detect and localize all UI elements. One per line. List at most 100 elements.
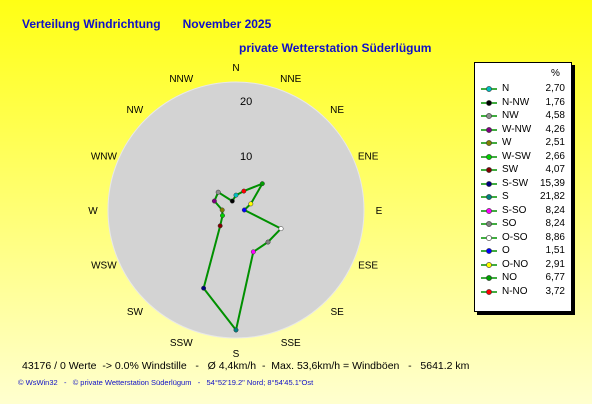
direction-label: NE bbox=[330, 105, 344, 116]
station-subtitle: private Wetterstation Süderlügum bbox=[239, 41, 432, 55]
legend-item: S-SO 8,24 bbox=[475, 205, 571, 217]
direction-label: SW bbox=[127, 307, 144, 318]
legend-marker-icon bbox=[481, 207, 497, 214]
direction-label: SSE bbox=[281, 338, 301, 349]
direction-label: ENE bbox=[358, 151, 379, 162]
chart-title-text: Verteilung Windrichtung bbox=[22, 17, 161, 31]
legend-marker-icon bbox=[481, 180, 497, 187]
footer-credit: © WsWin32 - © private Wetterstation Süde… bbox=[18, 378, 314, 387]
data-point-nw bbox=[215, 189, 221, 195]
legend-item-name: S-SO bbox=[502, 204, 527, 216]
data-point-n bbox=[233, 192, 239, 198]
legend-item-value: 8,24 bbox=[545, 218, 565, 229]
direction-label: NNW bbox=[169, 74, 193, 85]
legend-item-value: 4,58 bbox=[545, 110, 565, 121]
direction-label: W bbox=[88, 206, 98, 217]
legend-item: O-NO 2,91 bbox=[475, 259, 571, 271]
data-point-s bbox=[233, 327, 239, 333]
legend-item-value: 3,72 bbox=[545, 285, 565, 297]
legend-marker-icon bbox=[481, 261, 497, 268]
legend-item-name: O bbox=[502, 245, 510, 256]
radial-tick-label: 10 bbox=[240, 151, 252, 163]
legend-marker-icon bbox=[481, 288, 497, 295]
data-point-ssw bbox=[201, 285, 207, 291]
legend-item: NW 4,58 bbox=[475, 110, 571, 122]
legend-item-name: W-NW bbox=[502, 123, 532, 135]
legend-item: N-NW 1,76 bbox=[475, 97, 571, 109]
legend-item-value: 8,24 bbox=[545, 204, 565, 216]
legend: % N 2,70 N-NW 1,76 NW 4,58 W-NW 4,26 W 2,51 W-SW 2,… bbox=[474, 62, 572, 312]
legend-marker-icon bbox=[481, 275, 497, 281]
legend-marker-icon bbox=[481, 167, 497, 173]
legend-marker-icon bbox=[481, 248, 497, 254]
radial-tick-label: 20 bbox=[240, 96, 252, 108]
legend-item-name: W bbox=[502, 137, 512, 148]
direction-label: S bbox=[233, 349, 240, 360]
legend-marker-icon bbox=[481, 126, 497, 133]
footer-stats: 43176 / 0 Werte -> 0.0% Windstille - Ø 4… bbox=[22, 360, 470, 372]
direction-label: NNE bbox=[280, 74, 301, 85]
direction-label: ESE bbox=[358, 261, 378, 272]
legend-marker-icon bbox=[481, 221, 497, 227]
legend-item-name: O-SO bbox=[502, 231, 528, 243]
legend-item-value: 21,82 bbox=[539, 191, 565, 202]
legend-item-value: 2,66 bbox=[545, 150, 565, 162]
wind-rose: N NNE NE ENE E ESE SE SSE S SSW SW WSW W WNW NW NNW 10 20 bbox=[88, 63, 382, 360]
chart-title: Verteilung Windrichtung November 2025 bbox=[22, 17, 271, 31]
data-point-nne bbox=[241, 188, 247, 194]
legend-item-name: O-NO bbox=[502, 258, 529, 270]
rose-background bbox=[107, 81, 365, 339]
legend-item-value: 8,86 bbox=[545, 231, 565, 243]
direction-label: SE bbox=[330, 307, 344, 318]
data-point-ese bbox=[278, 226, 284, 232]
data-point-ene bbox=[248, 201, 254, 207]
legend-item-value: 2,70 bbox=[545, 83, 565, 94]
legend-item-name: N-NO bbox=[502, 285, 528, 297]
legend-item: SW 4,07 bbox=[475, 164, 571, 176]
legend-item: SO 8,24 bbox=[475, 218, 571, 230]
data-point-sw bbox=[217, 223, 223, 229]
legend-item: W-NW 4,26 bbox=[475, 124, 571, 136]
legend-marker-icon bbox=[481, 140, 497, 146]
legend-item-value: 2,91 bbox=[545, 258, 565, 270]
legend-item-name: N bbox=[502, 83, 510, 94]
data-point-w bbox=[219, 207, 225, 213]
legend-item: N-NO 3,72 bbox=[475, 286, 571, 298]
legend-marker-icon bbox=[481, 153, 497, 160]
data-point-wnw bbox=[211, 198, 217, 204]
legend-item-name: SW bbox=[502, 164, 519, 175]
legend-marker-icon bbox=[481, 194, 497, 200]
direction-label: NW bbox=[127, 105, 144, 116]
legend-item-value: 6,77 bbox=[545, 272, 565, 283]
legend-item-value: 2,51 bbox=[545, 137, 565, 148]
legend-item-value: 4,26 bbox=[545, 123, 565, 135]
legend-item-value: 1,51 bbox=[545, 245, 565, 256]
legend-item: NO 6,77 bbox=[475, 272, 571, 284]
legend-marker-icon bbox=[481, 113, 497, 119]
direction-label: N bbox=[232, 63, 239, 74]
direction-label: WNW bbox=[91, 151, 118, 162]
data-point-nnw bbox=[229, 198, 235, 204]
data-point-wsw bbox=[220, 213, 225, 219]
legend-item: S 21,82 bbox=[475, 191, 571, 203]
legend-item-name: W-SW bbox=[502, 150, 531, 162]
legend-item-name: NW bbox=[502, 110, 519, 121]
legend-unit: % bbox=[551, 68, 560, 79]
direction-label: E bbox=[376, 206, 383, 217]
data-point-sse bbox=[250, 249, 256, 255]
data-point-se bbox=[265, 239, 271, 245]
legend-item: W 2,51 bbox=[475, 137, 571, 149]
legend-item-name: N-NW bbox=[502, 96, 530, 108]
data-point-e bbox=[241, 207, 247, 213]
legend-marker-icon bbox=[481, 99, 497, 106]
legend-item: O-SO 8,86 bbox=[475, 232, 571, 244]
legend-item-name: NO bbox=[502, 272, 517, 283]
legend-marker-icon bbox=[481, 86, 497, 92]
legend-item-value: 15,39 bbox=[539, 177, 565, 189]
legend-item: W-SW 2,66 bbox=[475, 151, 571, 163]
legend-item: O 1,51 bbox=[475, 245, 571, 257]
data-point-ne bbox=[259, 181, 265, 187]
legend-item-name: S bbox=[502, 191, 509, 202]
legend-item-value: 1,76 bbox=[545, 96, 565, 108]
legend-item-name: S-SW bbox=[502, 177, 529, 189]
